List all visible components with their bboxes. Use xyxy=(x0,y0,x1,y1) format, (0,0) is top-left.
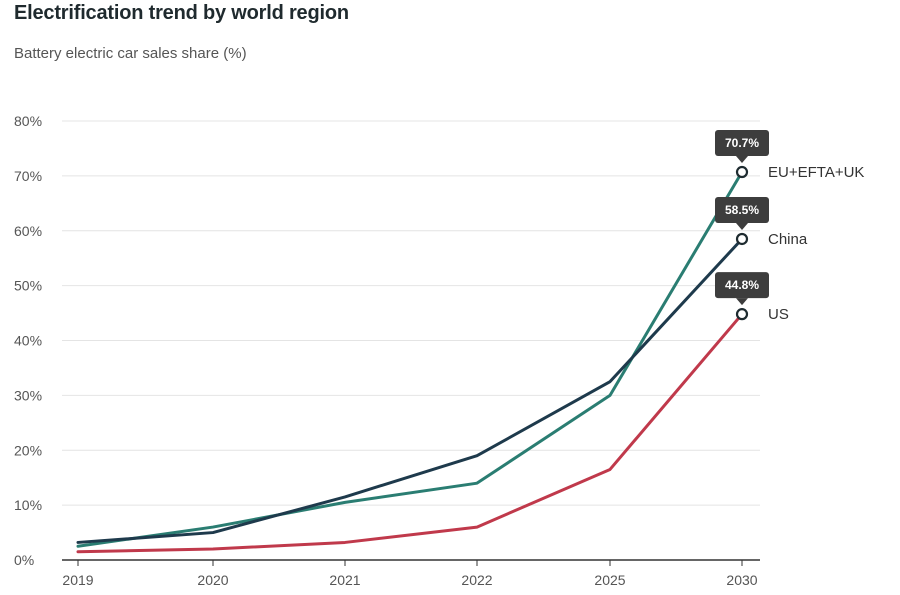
end-marker xyxy=(735,165,749,179)
x-tick-label: 2019 xyxy=(62,572,93,588)
y-tick-label: 0% xyxy=(14,552,34,568)
callout-value: 44.8% xyxy=(725,278,759,292)
callout-value: 58.5% xyxy=(725,203,759,217)
chart-subtitle: Battery electric car sales share (%) xyxy=(14,45,247,62)
value-callout: 44.8% xyxy=(715,272,769,306)
series-line-us xyxy=(76,312,744,554)
series-labels: EU+EFTA+UK China US xyxy=(768,164,864,323)
x-tick-label: 2022 xyxy=(461,572,492,588)
y-tick-label: 30% xyxy=(14,387,42,403)
series-line-china xyxy=(76,237,744,544)
x-tick-label: 2030 xyxy=(726,572,757,588)
chart-title: Electrification trend by world region xyxy=(14,2,349,24)
y-tick-label: 50% xyxy=(14,278,42,294)
end-markers xyxy=(735,165,749,321)
callout-box xyxy=(715,272,769,299)
y-tick-label: 40% xyxy=(14,333,42,349)
y-tick-label: 10% xyxy=(14,497,42,513)
gridlines xyxy=(62,120,760,561)
x-axis-tick-labels: 2019 2020 2021 2022 2025 2030 xyxy=(62,560,758,588)
callout-pointer xyxy=(736,222,748,230)
value-callouts: 70.7% 58.5% 44.8% xyxy=(715,130,769,306)
end-marker xyxy=(735,232,749,246)
x-tick-label: 2025 xyxy=(594,572,625,588)
callout-box xyxy=(715,196,769,223)
y-tick-label: 60% xyxy=(14,223,42,239)
callout-pointer xyxy=(736,156,748,164)
x-tick-label: 2020 xyxy=(197,572,228,588)
series-line-eu-efta-uk xyxy=(76,170,744,548)
y-tick-label: 80% xyxy=(14,113,42,129)
end-marker xyxy=(735,308,749,321)
series-lines xyxy=(76,170,744,554)
callout-value: 70.7% xyxy=(725,136,759,150)
value-callout: 58.5% xyxy=(715,196,769,230)
y-tick-label: 20% xyxy=(14,442,42,458)
callout-pointer xyxy=(736,298,748,306)
y-axis-tick-labels: 0% 10% 20% 30% 40% 50% 60% 70% 80% xyxy=(14,113,42,568)
callout-box xyxy=(715,130,769,157)
series-label: US xyxy=(768,306,789,323)
series-label: China xyxy=(768,231,808,248)
y-tick-label: 70% xyxy=(14,168,42,184)
series-label: EU+EFTA+UK xyxy=(768,164,864,181)
x-tick-label: 2021 xyxy=(329,572,360,588)
value-callout: 70.7% xyxy=(715,130,769,164)
